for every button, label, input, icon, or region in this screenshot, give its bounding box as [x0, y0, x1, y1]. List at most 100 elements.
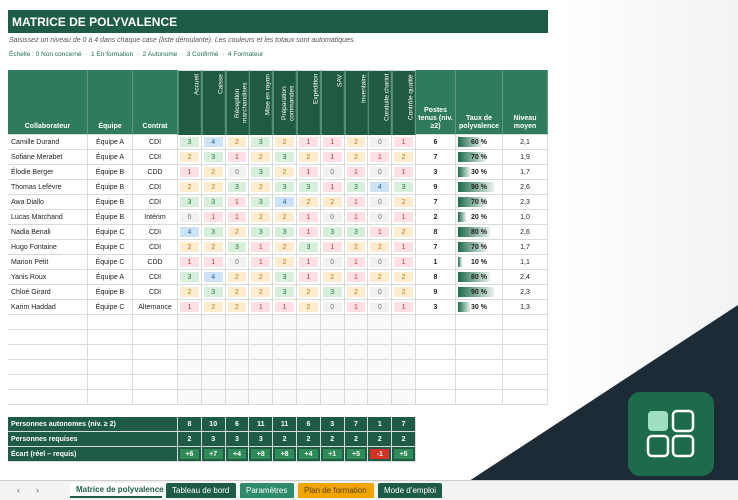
- level-cell[interactable]: 1: [320, 240, 345, 255]
- level-cell[interactable]: 2: [392, 195, 416, 210]
- level-cell[interactable]: 0: [368, 195, 393, 210]
- level-cell[interactable]: 1: [297, 225, 321, 240]
- level-cell[interactable]: 2: [178, 180, 202, 195]
- level-cell[interactable]: 3: [249, 135, 274, 150]
- level-cell[interactable]: 2: [392, 225, 416, 240]
- level-cell[interactable]: 0: [320, 210, 345, 225]
- level-cell[interactable]: 4: [201, 270, 226, 285]
- level-cell[interactable]: 4: [273, 195, 297, 210]
- level-cell[interactable]: 2: [320, 270, 345, 285]
- level-cell[interactable]: 3: [320, 285, 345, 300]
- level-cell[interactable]: 4: [368, 180, 393, 195]
- level-cell[interactable]: 3: [201, 285, 226, 300]
- level-cell[interactable]: 2: [344, 285, 369, 300]
- prev-arrow[interactable]: ‹: [17, 485, 20, 495]
- level-cell[interactable]: 1: [178, 255, 202, 270]
- level-cell[interactable]: 0: [368, 165, 393, 180]
- level-cell[interactable]: 1: [249, 255, 274, 270]
- level-cell[interactable]: 4: [178, 225, 202, 240]
- level-cell[interactable]: 2: [392, 150, 416, 165]
- level-cell[interactable]: 1: [392, 300, 416, 315]
- level-cell[interactable]: 2: [273, 165, 297, 180]
- level-cell[interactable]: 1: [368, 150, 393, 165]
- level-cell[interactable]: 1: [201, 255, 226, 270]
- level-cell[interactable]: 2: [225, 270, 250, 285]
- level-cell[interactable]: 1: [249, 240, 274, 255]
- level-cell[interactable]: 3: [273, 180, 297, 195]
- level-cell[interactable]: 1: [344, 210, 369, 225]
- next-arrow[interactable]: ›: [36, 485, 39, 495]
- level-cell[interactable]: 2: [392, 285, 416, 300]
- level-cell[interactable]: 3: [178, 135, 202, 150]
- level-cell[interactable]: 2: [178, 150, 202, 165]
- level-cell[interactable]: 3: [249, 165, 274, 180]
- level-cell[interactable]: 2: [249, 210, 274, 225]
- level-cell[interactable]: 2: [344, 135, 369, 150]
- level-cell[interactable]: 2: [225, 135, 250, 150]
- level-cell[interactable]: 1: [297, 270, 321, 285]
- level-cell[interactable]: 0: [225, 165, 250, 180]
- level-cell[interactable]: 1: [392, 255, 416, 270]
- level-cell[interactable]: 4: [201, 135, 226, 150]
- level-cell[interactable]: 2: [201, 300, 226, 315]
- level-cell[interactable]: 3: [225, 180, 250, 195]
- level-cell[interactable]: 2: [225, 225, 250, 240]
- level-cell[interactable]: 3: [201, 150, 226, 165]
- level-cell[interactable]: 1: [344, 270, 369, 285]
- level-cell[interactable]: 3: [273, 150, 297, 165]
- sheet-tab[interactable]: Plan de formation: [298, 483, 374, 498]
- level-cell[interactable]: 3: [201, 225, 226, 240]
- level-cell[interactable]: 1: [320, 180, 345, 195]
- level-cell[interactable]: 0: [368, 300, 393, 315]
- level-cell[interactable]: 1: [178, 300, 202, 315]
- level-cell[interactable]: 2: [225, 285, 250, 300]
- level-cell[interactable]: 3: [178, 270, 202, 285]
- level-cell[interactable]: 2: [368, 240, 393, 255]
- level-cell[interactable]: 2: [249, 270, 274, 285]
- level-cell[interactable]: 3: [344, 225, 369, 240]
- level-cell[interactable]: 1: [225, 210, 250, 225]
- level-cell[interactable]: 2: [273, 210, 297, 225]
- level-cell[interactable]: 3: [320, 225, 345, 240]
- level-cell[interactable]: 3: [273, 285, 297, 300]
- level-cell[interactable]: 1: [392, 165, 416, 180]
- level-cell[interactable]: 0: [368, 135, 393, 150]
- sheet-tab[interactable]: Paramètres: [240, 483, 294, 498]
- level-cell[interactable]: 3: [201, 195, 226, 210]
- level-cell[interactable]: 0: [368, 285, 393, 300]
- level-cell[interactable]: 2: [297, 285, 321, 300]
- level-cell[interactable]: 1: [320, 150, 345, 165]
- level-cell[interactable]: 1: [225, 150, 250, 165]
- level-cell[interactable]: 2: [225, 300, 250, 315]
- sheet-tab[interactable]: Matrice de polyvalence: [70, 483, 164, 498]
- level-cell[interactable]: 2: [273, 240, 297, 255]
- level-cell[interactable]: 1: [249, 300, 274, 315]
- level-cell[interactable]: 0: [320, 255, 345, 270]
- level-cell[interactable]: 2: [344, 150, 369, 165]
- level-cell[interactable]: 2: [201, 240, 226, 255]
- level-cell[interactable]: 0: [225, 255, 250, 270]
- level-cell[interactable]: 1: [344, 165, 369, 180]
- level-cell[interactable]: 1: [392, 210, 416, 225]
- level-cell[interactable]: 0: [320, 300, 345, 315]
- level-cell[interactable]: 3: [225, 240, 250, 255]
- level-cell[interactable]: 1: [392, 240, 416, 255]
- level-cell[interactable]: 1: [392, 135, 416, 150]
- level-cell[interactable]: 2: [297, 300, 321, 315]
- level-cell[interactable]: 0: [368, 255, 393, 270]
- level-cell[interactable]: 2: [249, 150, 274, 165]
- level-cell[interactable]: 2: [201, 180, 226, 195]
- level-cell[interactable]: 3: [249, 195, 274, 210]
- level-cell[interactable]: 3: [249, 225, 274, 240]
- level-cell[interactable]: 3: [273, 225, 297, 240]
- level-cell[interactable]: 2: [273, 255, 297, 270]
- level-cell[interactable]: 2: [273, 135, 297, 150]
- level-cell[interactable]: 2: [201, 165, 226, 180]
- level-cell[interactable]: 2: [249, 180, 274, 195]
- level-cell[interactable]: 1: [297, 135, 321, 150]
- level-cell[interactable]: 3: [297, 180, 321, 195]
- level-cell[interactable]: 2: [297, 150, 321, 165]
- level-cell[interactable]: 2: [392, 270, 416, 285]
- level-cell[interactable]: 3: [178, 195, 202, 210]
- level-cell[interactable]: 0: [368, 210, 393, 225]
